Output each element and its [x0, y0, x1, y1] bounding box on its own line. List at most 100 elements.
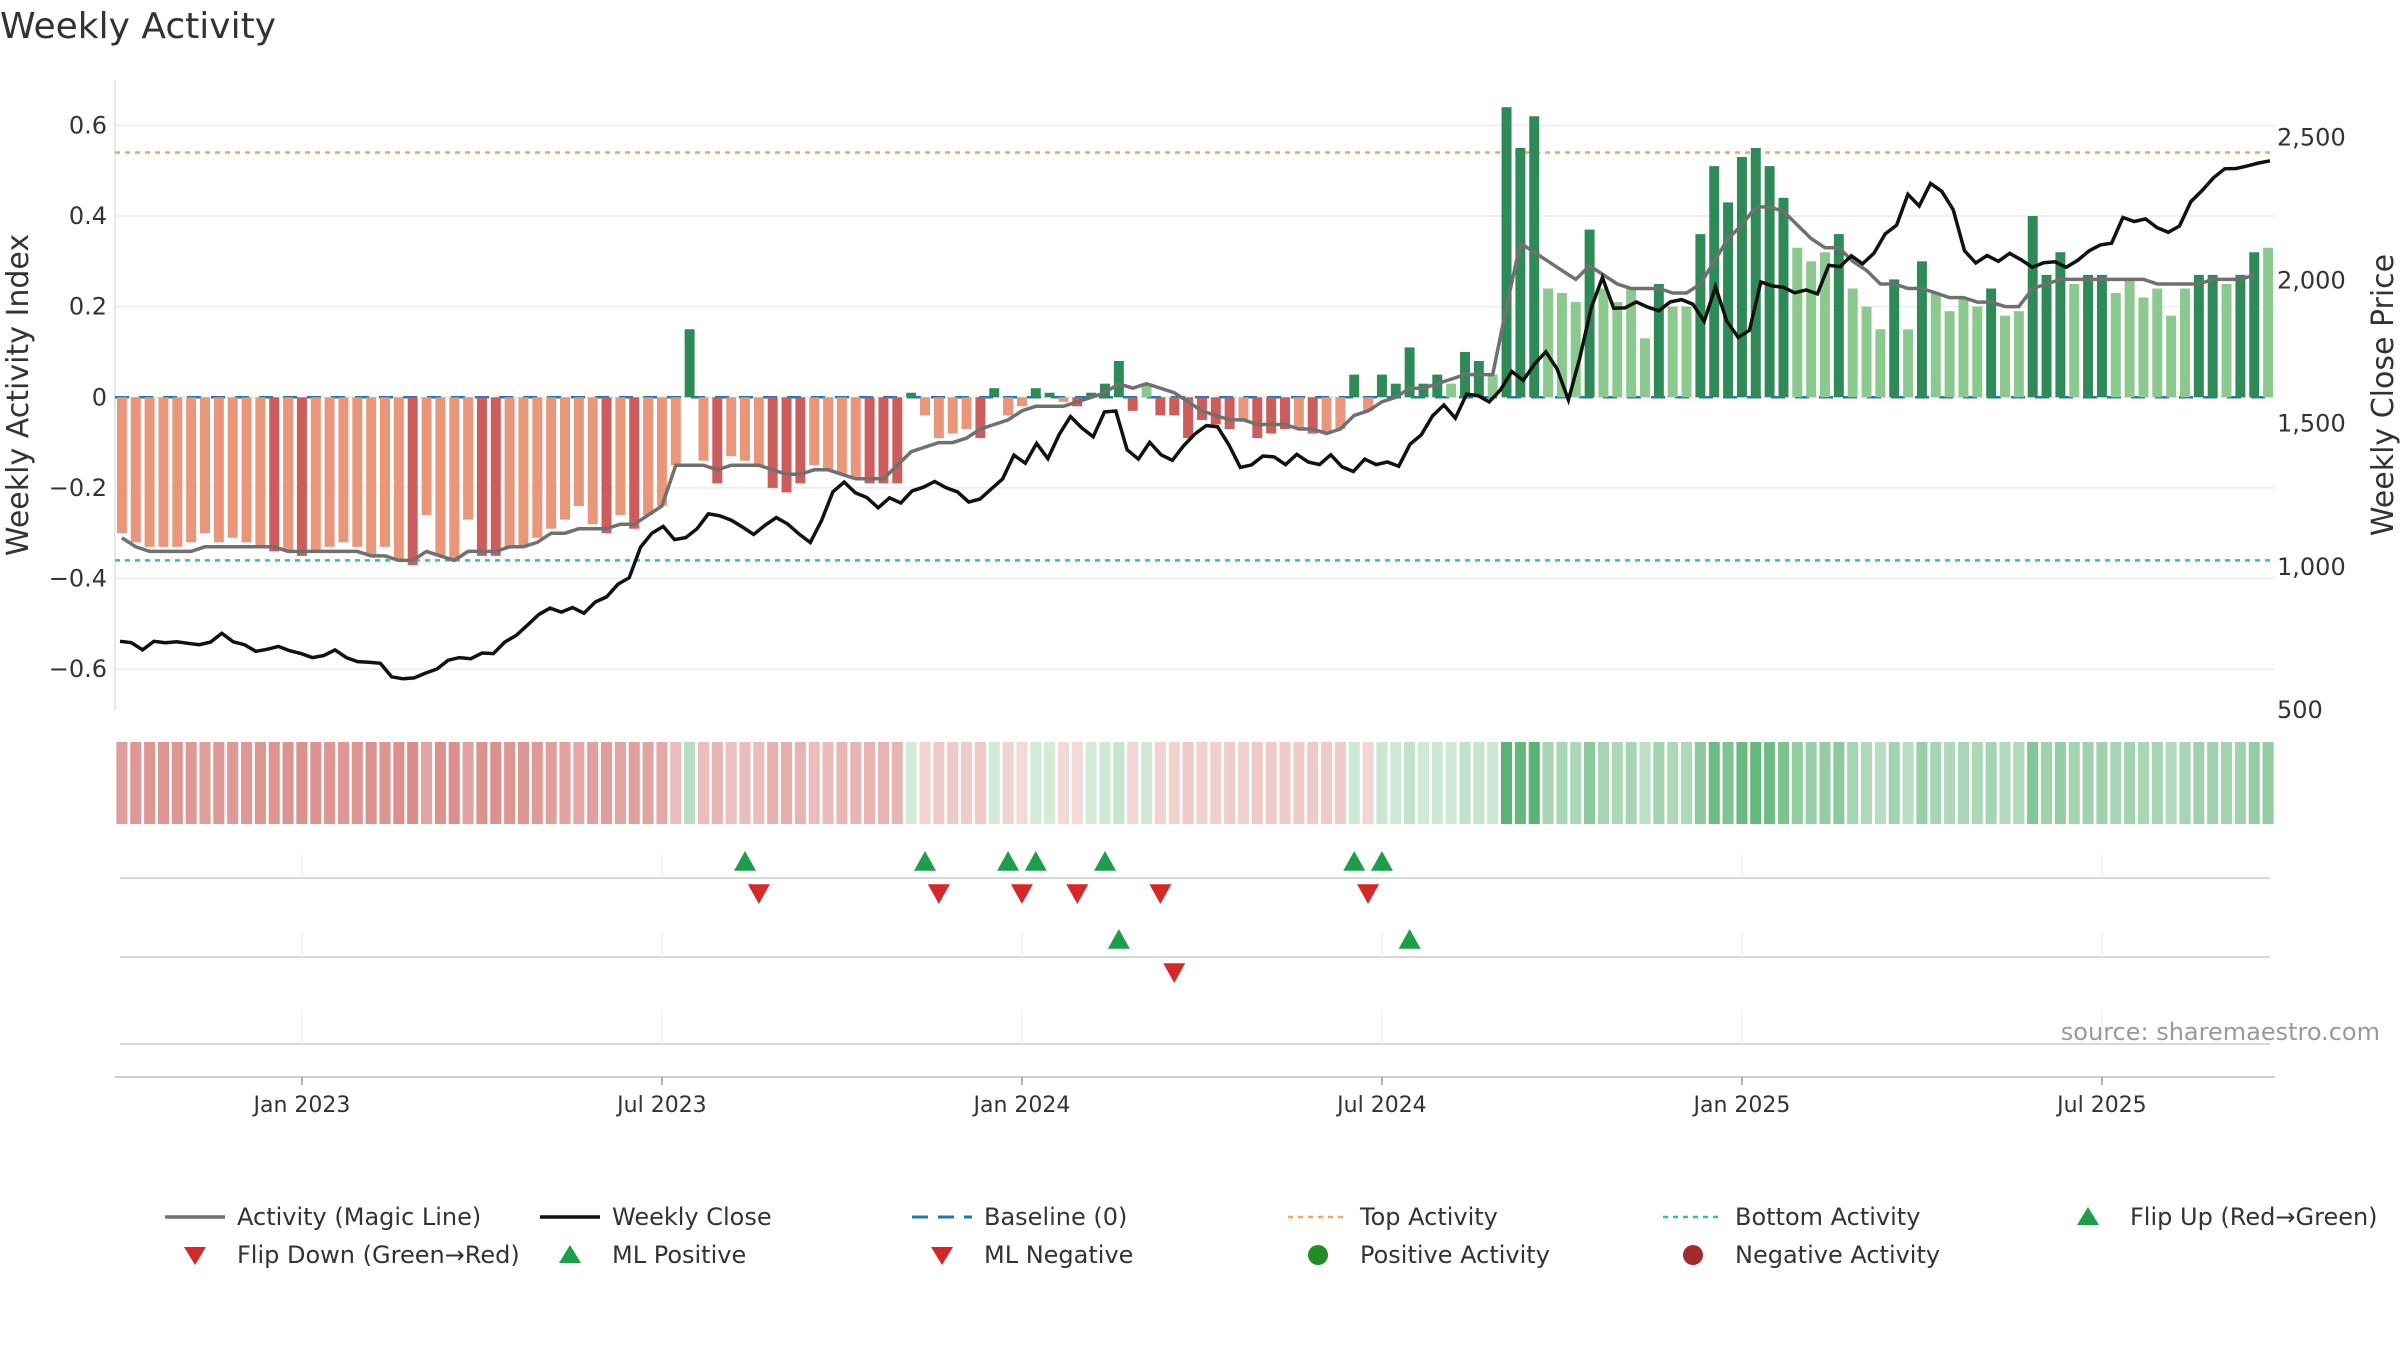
- activity-bar: [684, 329, 695, 398]
- right-axis: 2,500 2,000 1,500 1,000 500: [2277, 123, 2346, 724]
- flip-up-marker: [1343, 851, 1366, 871]
- strip-cell: [1902, 742, 1914, 824]
- strip-cell: [2013, 742, 2025, 824]
- strip-cell: [961, 742, 973, 824]
- activity-bar: [1349, 374, 1360, 398]
- activity-bar: [421, 397, 432, 516]
- legend-swatch: [1683, 1245, 1703, 1265]
- strip-cell: [241, 742, 253, 824]
- strip-cell: [864, 742, 876, 824]
- strip-cell: [462, 742, 474, 824]
- y-axis-label-left: Weekly Activity Index: [1, 234, 36, 556]
- activity-bar: [836, 397, 847, 475]
- strip-cell: [2165, 742, 2177, 824]
- activity-bar: [1169, 397, 1180, 416]
- strip-cell: [919, 742, 931, 824]
- strip-cell: [2221, 742, 2233, 824]
- ml-positive-marker: [1398, 929, 1421, 949]
- strip-cell: [1653, 742, 1665, 824]
- activity-bar: [656, 397, 667, 507]
- strip-cell: [2124, 742, 2136, 824]
- flip-up-marker: [1024, 851, 1047, 871]
- strip-cell: [2262, 742, 2274, 824]
- activity-bar: [1363, 397, 1374, 411]
- strip-cell: [1639, 742, 1651, 824]
- strip-cell: [1251, 742, 1263, 824]
- y-axis-label-right: Weekly Close Price: [2366, 254, 2400, 536]
- strip-cell: [1376, 742, 1388, 824]
- x-tick-label: Jul 2024: [1335, 1093, 1427, 1118]
- strip-cell: [877, 742, 889, 824]
- strip-cell: [1501, 742, 1513, 824]
- activity-bar: [601, 397, 612, 534]
- source-credit: source: sharemaestro.com: [2061, 1018, 2380, 1046]
- strip-cell: [1030, 742, 1042, 824]
- activity-bar: [380, 397, 390, 547]
- activity-bar: [975, 397, 986, 439]
- flip-up-marker: [734, 851, 756, 871]
- activity-bar: [2166, 315, 2177, 398]
- strip-cell: [656, 742, 668, 824]
- series-lines: [119, 159, 2271, 681]
- activity-bar: [989, 388, 1000, 398]
- activity-bar: [560, 397, 570, 520]
- activity-bar: [1141, 383, 1152, 398]
- legend-label: Weekly Close: [612, 1203, 772, 1231]
- legend-item-top: Top Activity: [1288, 1203, 1498, 1231]
- legend-swatch: [2077, 1207, 2099, 1225]
- legend-label: Flip Down (Green→Red): [237, 1241, 520, 1269]
- strip-cell: [670, 742, 682, 824]
- strip-cell: [448, 742, 460, 824]
- strip-cell: [1597, 742, 1609, 824]
- legend-swatch: [931, 1247, 953, 1265]
- x-axis: Jan 2023 Jul 2023 Jan 2024 Jul 2024 Jan 2025…: [115, 1076, 2275, 1118]
- activity-bar: [1529, 116, 1540, 398]
- legend-item-flipup: Flip Up (Red→Green): [2077, 1203, 2378, 1231]
- activity-bar: [1986, 288, 1997, 398]
- activity-bar: [2180, 288, 2190, 398]
- flip-down-marker: [1010, 884, 1033, 904]
- activity-bar: [241, 397, 252, 543]
- activity-bar: [1833, 234, 1844, 398]
- activity-bar: [1723, 202, 1734, 398]
- activity-bar: [352, 397, 363, 547]
- activity-bar: [1792, 247, 1803, 398]
- strip-cell: [1528, 742, 1540, 824]
- strip-cell: [1584, 742, 1596, 824]
- activity-bar: [573, 397, 584, 507]
- strip-cell: [2027, 742, 2039, 824]
- legend-label: Positive Activity: [1360, 1241, 1550, 1269]
- activity-bar: [1016, 397, 1027, 407]
- activity-bar: [1626, 288, 1637, 398]
- strip-cell: [1265, 742, 1277, 824]
- left-tick-label: 0: [92, 383, 107, 411]
- legend-label: Top Activity: [1359, 1203, 1498, 1231]
- strip-cell: [1764, 742, 1776, 824]
- flip-up-marker: [1094, 851, 1116, 871]
- strip-cell: [1127, 742, 1139, 824]
- strip-cell: [1293, 742, 1305, 824]
- activity-bar: [1266, 397, 1277, 434]
- strip-cell: [1514, 742, 1526, 824]
- strip-cell: [1044, 742, 1056, 824]
- strip-cell: [2110, 742, 2122, 824]
- activity-bar: [504, 397, 515, 547]
- x-tick-label: Jul 2025: [2055, 1093, 2147, 1118]
- strip-cell: [1196, 742, 1208, 824]
- activity-bar: [130, 397, 141, 543]
- strip-cell: [1168, 742, 1180, 824]
- activity-bar: [1543, 288, 1554, 398]
- activity-bar: [1667, 306, 1678, 398]
- strip-cell: [296, 742, 308, 824]
- activity-bar: [740, 397, 750, 461]
- activity-bar: [2263, 247, 2274, 398]
- strip-cell: [601, 742, 613, 824]
- strip-cell: [2054, 742, 2066, 824]
- strip-cell: [2082, 742, 2094, 824]
- activity-bar: [1155, 397, 1166, 416]
- strip-cell: [1888, 742, 1900, 824]
- activity-bar: [1861, 306, 1872, 398]
- flip-down-marker: [1066, 884, 1089, 904]
- strip-cell: [1404, 742, 1416, 824]
- left-tick-label: −0.6: [49, 655, 107, 683]
